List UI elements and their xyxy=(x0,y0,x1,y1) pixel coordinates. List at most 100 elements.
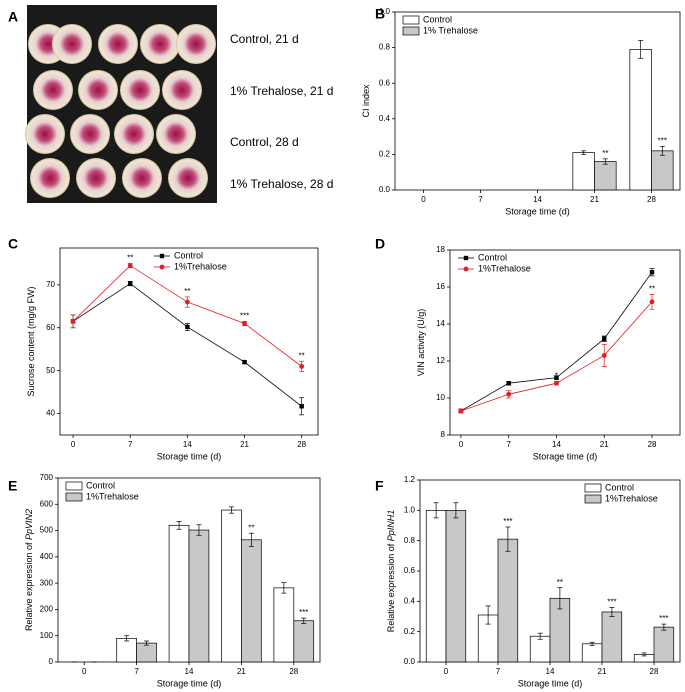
y-tick-label: 10 xyxy=(436,393,445,402)
bar xyxy=(241,539,262,663)
bar xyxy=(116,637,137,663)
photo-label: Control, 28 d xyxy=(230,135,299,149)
x-tick-label: 28 xyxy=(647,195,656,204)
legend-label: Control xyxy=(423,14,452,24)
y-tick-label: 1.0 xyxy=(404,505,416,514)
x-axis-title: Storage time (d) xyxy=(157,678,222,688)
series-line xyxy=(460,271,653,412)
significance: *** xyxy=(607,598,616,607)
legend-label: Control xyxy=(605,482,634,492)
fruit xyxy=(176,24,216,64)
significance: ** xyxy=(299,351,305,360)
x-tick-label: 7 xyxy=(506,440,511,449)
fruit xyxy=(52,24,92,64)
y-tick-label: 0 xyxy=(49,657,54,666)
significance: ** xyxy=(602,149,608,158)
x-tick-label: 21 xyxy=(240,440,249,449)
significance: * xyxy=(603,334,606,343)
x-tick-label: 14 xyxy=(546,667,555,676)
significance: *** xyxy=(240,311,249,320)
fruit xyxy=(168,158,208,198)
y-tick-label: 0.6 xyxy=(404,566,416,575)
x-tick-label: 14 xyxy=(533,195,542,204)
y-tick-label: 200 xyxy=(40,605,54,614)
y-tick-label: 0.4 xyxy=(404,596,416,605)
significance: * xyxy=(555,371,558,380)
legend-swatch xyxy=(65,481,83,491)
y-tick-label: 600 xyxy=(40,499,54,508)
marker xyxy=(649,270,655,275)
bar xyxy=(188,529,210,663)
y-axis-title: VIN activity (U/g) xyxy=(416,309,426,377)
x-tick-label: 28 xyxy=(289,667,298,676)
y-tick-label: 70 xyxy=(46,280,55,289)
legend-label: 1%Trehalose xyxy=(174,261,227,271)
significance: ** xyxy=(557,578,563,587)
y-tick-label: 12 xyxy=(436,356,445,365)
significance: *** xyxy=(658,136,667,145)
x-tick-label: 7 xyxy=(478,195,483,204)
x-tick-label: 21 xyxy=(598,667,607,676)
y-tick-label: 700 xyxy=(40,473,54,482)
fruit xyxy=(30,158,70,198)
y-tick-label: 0.0 xyxy=(404,657,416,666)
x-tick-label: 28 xyxy=(297,440,306,449)
legend-label: Control xyxy=(174,250,203,260)
fruit xyxy=(122,158,162,198)
y-tick-label: 500 xyxy=(40,526,54,535)
marker xyxy=(601,353,607,358)
y-tick-label: 0.2 xyxy=(379,150,391,159)
significance: ** xyxy=(127,254,133,263)
photo-fruits xyxy=(25,24,216,198)
x-tick-label: 28 xyxy=(650,667,659,676)
y-axis-title-text: Sucrose content (mg/g FW) xyxy=(26,286,36,396)
x-tick-label: 0 xyxy=(71,440,76,449)
marker xyxy=(602,336,607,341)
y-tick-label: 14 xyxy=(436,319,445,328)
x-tick-label: 14 xyxy=(183,440,192,449)
bar xyxy=(529,635,551,663)
y-axis-title-text: CI index xyxy=(361,84,371,118)
y-tick-label: 18 xyxy=(436,245,445,254)
bar xyxy=(136,642,157,663)
panel-letter: F xyxy=(375,478,384,494)
fruit xyxy=(78,70,118,110)
series-line xyxy=(72,265,302,367)
y-axis-title-gene: PpINH1 xyxy=(386,510,396,542)
legend-label: Control xyxy=(478,252,507,262)
bar xyxy=(445,509,467,663)
x-tick-label: 14 xyxy=(552,440,561,449)
legend-swatch xyxy=(584,483,602,493)
y-axis-title-text: Relative expression of xyxy=(386,543,396,632)
y-tick-label: 0.2 xyxy=(404,627,416,636)
bar xyxy=(425,509,447,663)
marker xyxy=(184,299,190,305)
y-axis-title-text: Relative expression of xyxy=(24,542,34,631)
x-tick-label: 7 xyxy=(134,667,139,676)
x-tick-label: 28 xyxy=(648,440,657,449)
y-tick-label: 1.2 xyxy=(404,475,416,484)
legend-swatch xyxy=(402,26,420,36)
marker xyxy=(458,408,464,414)
marker xyxy=(299,404,304,409)
fruit xyxy=(70,114,110,154)
photo-label: 1% Trehalose, 28 d xyxy=(230,177,333,191)
marker xyxy=(128,281,133,286)
x-tick-label: 0 xyxy=(444,667,449,676)
marker xyxy=(649,299,655,305)
marker xyxy=(299,363,305,369)
bar xyxy=(601,611,623,663)
bar xyxy=(594,161,617,191)
legend-swatch xyxy=(584,494,602,504)
y-axis-title: Relative expression of PpVIN2 xyxy=(24,509,34,631)
marker xyxy=(70,318,76,324)
significance: *** xyxy=(659,614,668,623)
fruit xyxy=(114,114,154,154)
bar xyxy=(497,538,519,663)
y-tick-label: 8 xyxy=(441,430,446,439)
bar xyxy=(293,620,315,663)
fruit xyxy=(76,158,116,198)
x-axis-title: Storage time (d) xyxy=(533,451,598,461)
y-tick-label: 1.0 xyxy=(379,7,391,16)
x-axis-title: Storage time (d) xyxy=(505,206,570,216)
